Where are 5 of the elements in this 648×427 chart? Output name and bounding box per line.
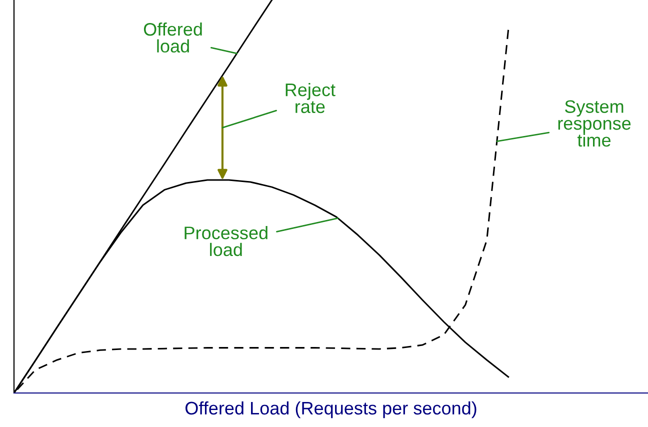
text: Processed load	[184, 226, 268, 256]
x-axis-title: Offered Load (Requests per second)	[185, 401, 476, 418]
series-label: Offered load	[144, 22, 202, 53]
text: System response time	[558, 100, 631, 147]
annotation: Reject rate	[286, 82, 336, 114]
